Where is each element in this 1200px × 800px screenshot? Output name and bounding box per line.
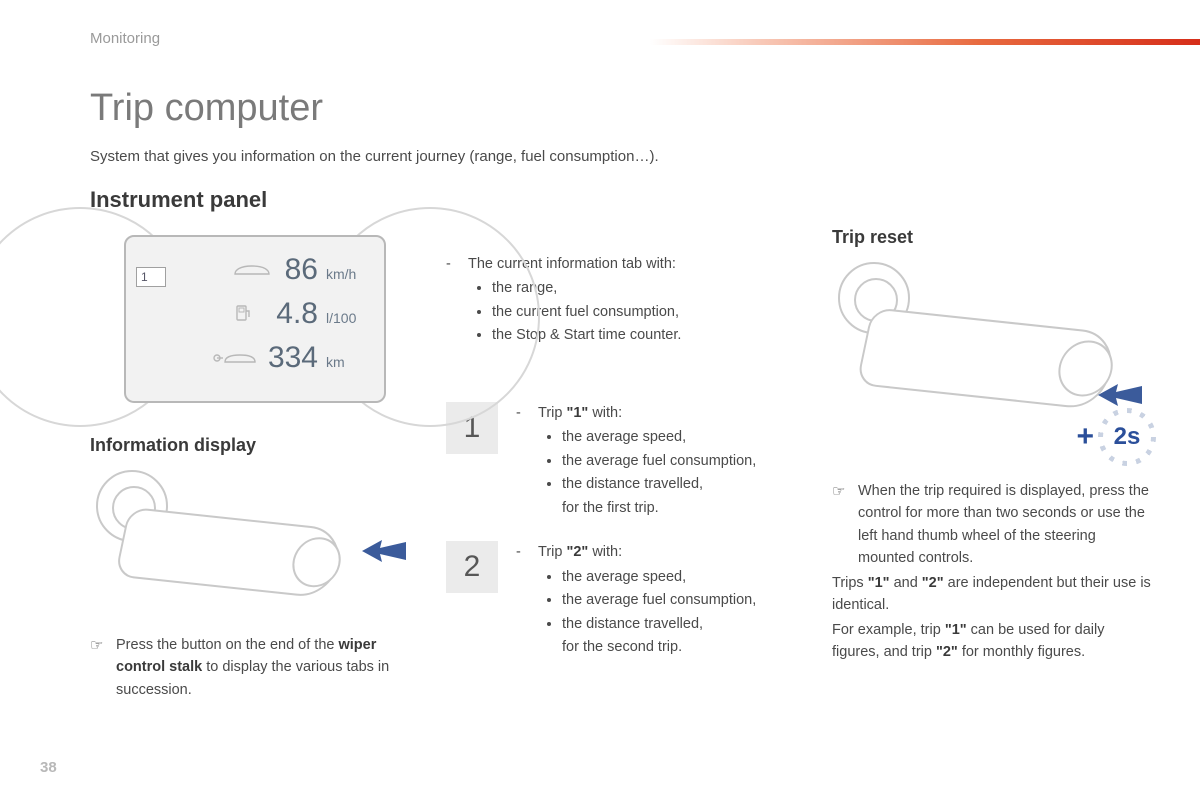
lcd-value-speed: 86 (285, 253, 318, 287)
trip2-block: 2 - Trip "2" with: the average speed, th… (446, 541, 806, 658)
instrument-cluster-figure: 1 86 km/h 4.8 l/100 (90, 227, 420, 413)
lcd-value-consumption: 4.8 (276, 297, 318, 331)
trip-reset-instruction: ☞ When the trip required is displayed, p… (832, 480, 1152, 570)
list-item: the average fuel consumption, (562, 450, 756, 472)
list-item: the average speed, (562, 566, 756, 588)
badge-2s-text: 2s (1114, 423, 1141, 451)
press-arrow-icon (362, 538, 406, 569)
column-right: Trip reset + 2s ☞ When the trip required… (832, 227, 1152, 701)
trip1-tail: for the first trip. (538, 497, 756, 519)
stalk-body (114, 507, 345, 600)
lcd-unit-speed: km/h (326, 266, 368, 282)
intro-text: System that gives you information on the… (90, 148, 1150, 165)
dash-bullet: - (516, 541, 524, 658)
trip1-block: 1 - Trip "1" with: the average speed, th… (446, 402, 806, 519)
hold-2s-badge: + 2s (1076, 408, 1156, 466)
info-display-instruction: ☞ Press the button on the end of the wip… (90, 634, 420, 701)
list-item: the distance travelled, (562, 613, 756, 635)
pointing-hand-icon: ☞ (832, 480, 846, 570)
wiper-stalk-figure-reset: + 2s (832, 262, 1152, 452)
column-left: 1 86 km/h 4.8 l/100 (90, 227, 420, 701)
pointing-hand-icon: ☞ (90, 634, 104, 701)
lcd-tab-badge: 1 (136, 267, 166, 287)
page-number: 38 (40, 759, 57, 776)
lcd-unit-consumption: l/100 (326, 310, 368, 326)
lcd-row-speed: 86 km/h (142, 253, 368, 297)
list-item: the average fuel consumption, (562, 589, 756, 611)
lcd-row-range: 334 km (142, 341, 368, 385)
lcd-screen: 1 86 km/h 4.8 l/100 (124, 235, 386, 403)
header-accent-bar (650, 39, 1200, 45)
trip-car-icon (210, 349, 260, 367)
stalk-body (856, 307, 1118, 411)
wiper-stalk-figure (90, 470, 380, 620)
instruction-text: Press the button on the end of the wiper… (116, 634, 420, 701)
plus-icon: + (1076, 420, 1094, 454)
trips-example-text: For example, trip "1" can be used for da… (832, 619, 1152, 664)
trip2-tail: for the second trip. (538, 636, 756, 658)
page-title: Trip computer (90, 87, 1150, 130)
heading-information-display: Information display (90, 435, 420, 456)
stalk-knob (288, 535, 346, 590)
trip2-badge: 2 (446, 541, 498, 593)
fuel-pump-icon (218, 303, 268, 323)
dash-bullet: - (516, 402, 524, 519)
list-item: the average speed, (562, 426, 756, 448)
car-icon (227, 261, 277, 279)
trip1-lead: Trip "1" with: (538, 405, 622, 421)
trip2-lead: Trip "2" with: (538, 544, 622, 560)
clock-ring-icon: 2s (1098, 408, 1156, 466)
lcd-unit-range: km (326, 354, 368, 370)
heading-instrument-panel: Instrument panel (90, 187, 1150, 213)
instruction-text: When the trip required is displayed, pre… (858, 480, 1152, 570)
trips-independent-text: Trips "1" and "2" are independent but th… (832, 572, 1152, 617)
lcd-row-consumption: 4.8 l/100 (142, 297, 368, 341)
heading-trip-reset: Trip reset (832, 227, 1152, 248)
list-item: the distance travelled, (562, 473, 756, 495)
lcd-value-range: 334 (268, 341, 318, 375)
